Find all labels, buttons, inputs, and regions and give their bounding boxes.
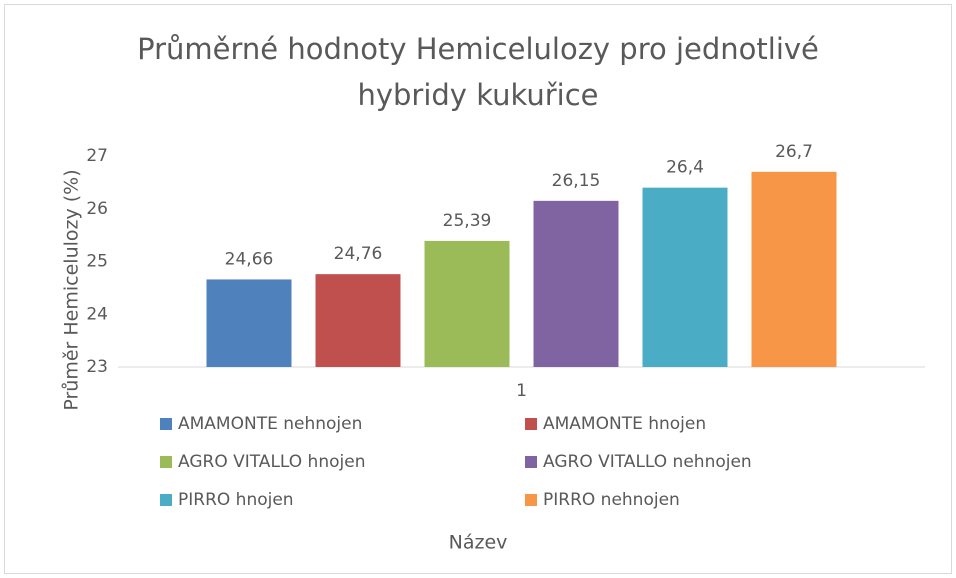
legend-swatch bbox=[160, 456, 172, 468]
legend-label: AGRO VITALLO nehnojen bbox=[543, 452, 752, 472]
chart-title: Průměrné hodnoty Hemicelulozy pro jednot… bbox=[137, 32, 819, 112]
y-tick-label: 23 bbox=[86, 357, 108, 377]
bar bbox=[206, 279, 292, 367]
y-tick-label: 27 bbox=[86, 146, 108, 166]
y-tick-label: 26 bbox=[86, 199, 108, 219]
legend-label: PIRRO nehnojen bbox=[543, 490, 680, 510]
legend-label: AMAMONTE nehnojen bbox=[178, 414, 362, 434]
value-label: 26,7 bbox=[775, 142, 813, 162]
legend-swatch bbox=[525, 456, 537, 468]
bar bbox=[751, 171, 837, 367]
value-label: 25,39 bbox=[443, 211, 492, 231]
y-tick-label: 24 bbox=[86, 304, 108, 324]
bar bbox=[533, 200, 619, 367]
legend-label: AMAMONTE hnojen bbox=[543, 414, 706, 434]
legend-label: AGRO VITALLO hnojen bbox=[178, 452, 365, 472]
legend-label: PIRRO hnojen bbox=[178, 490, 294, 510]
legend-swatch bbox=[525, 494, 537, 506]
legend-swatch bbox=[525, 418, 537, 430]
legend-swatch bbox=[160, 418, 172, 430]
value-label: 24,76 bbox=[334, 244, 383, 264]
value-label: 26,15 bbox=[552, 171, 601, 191]
value-label: 26,4 bbox=[666, 158, 704, 178]
y-tick-label: 25 bbox=[86, 252, 108, 272]
x-tick-label: 1 bbox=[516, 381, 527, 401]
bar bbox=[642, 187, 728, 367]
y-axis-title: Průměr Hemicelulozy (%) bbox=[61, 169, 83, 410]
bar bbox=[424, 240, 510, 367]
chart-border bbox=[4, 4, 952, 574]
x-axis-title: Název bbox=[449, 532, 508, 554]
bar bbox=[315, 274, 401, 367]
legend-swatch bbox=[160, 494, 172, 506]
value-label: 24,66 bbox=[225, 249, 274, 269]
